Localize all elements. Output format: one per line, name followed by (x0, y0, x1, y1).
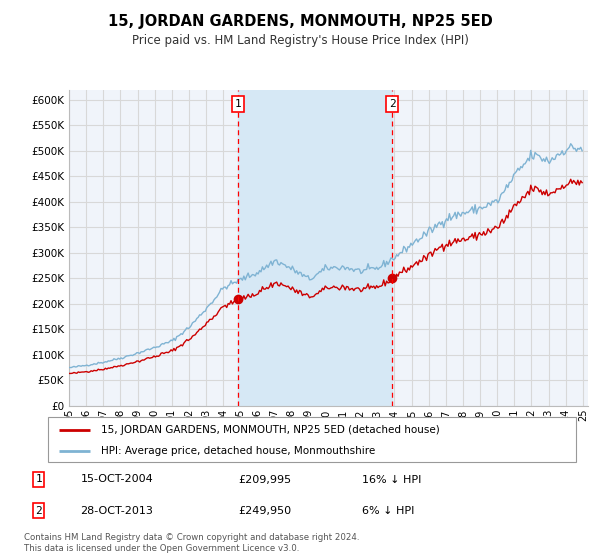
Text: 2: 2 (35, 506, 42, 516)
Text: Contains HM Land Registry data © Crown copyright and database right 2024.
This d: Contains HM Land Registry data © Crown c… (24, 533, 359, 553)
Text: 15, JORDAN GARDENS, MONMOUTH, NP25 5ED (detached house): 15, JORDAN GARDENS, MONMOUTH, NP25 5ED (… (101, 424, 440, 435)
Text: 6% ↓ HPI: 6% ↓ HPI (362, 506, 415, 516)
Text: 1: 1 (235, 99, 242, 109)
Text: 1: 1 (35, 474, 42, 484)
Text: 2: 2 (389, 99, 395, 109)
Bar (238, 90, 392, 406)
Text: £249,950: £249,950 (238, 506, 292, 516)
Text: HPI: Average price, detached house, Monmouthshire: HPI: Average price, detached house, Monm… (101, 446, 375, 456)
Text: £209,995: £209,995 (238, 474, 292, 484)
Text: 15-OCT-2004: 15-OCT-2004 (80, 474, 153, 484)
Text: Price paid vs. HM Land Registry's House Price Index (HPI): Price paid vs. HM Land Registry's House … (131, 34, 469, 46)
FancyBboxPatch shape (48, 417, 576, 462)
Text: 16% ↓ HPI: 16% ↓ HPI (362, 474, 422, 484)
Text: 15, JORDAN GARDENS, MONMOUTH, NP25 5ED: 15, JORDAN GARDENS, MONMOUTH, NP25 5ED (107, 14, 493, 29)
Text: 28-OCT-2013: 28-OCT-2013 (80, 506, 153, 516)
